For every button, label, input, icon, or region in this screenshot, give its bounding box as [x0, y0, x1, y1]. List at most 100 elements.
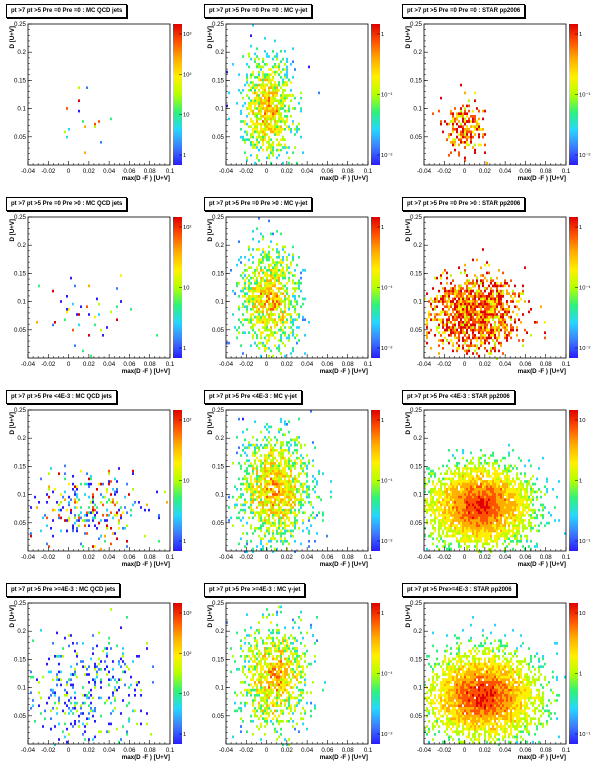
heatmap-cell — [444, 328, 446, 332]
heatmap-cell — [544, 336, 546, 340]
heatmap-cell — [426, 326, 428, 329]
heatmap-cell — [268, 141, 270, 144]
heatmap-cell — [116, 490, 118, 494]
heatmap-cell — [280, 125, 282, 128]
heatmap-cell — [268, 86, 270, 89]
heatmap-cell — [270, 537, 272, 540]
heatmap-cell — [472, 125, 474, 128]
heatmap-cells — [64, 86, 112, 154]
heatmap-cell — [72, 482, 74, 486]
heatmap-cell — [478, 323, 480, 327]
heatmap-cell — [254, 302, 256, 306]
heatmap-cell — [244, 130, 246, 134]
x-tick-label: 0.06 — [321, 168, 334, 175]
heatmap-cell — [470, 138, 472, 141]
heatmap-cell — [52, 519, 54, 522]
heatmap-cell — [490, 282, 492, 285]
heatmap-cell — [278, 141, 280, 144]
heatmap-cell — [294, 68, 296, 71]
heatmap-cell — [282, 323, 284, 327]
heatmap-cell — [474, 334, 476, 337]
heatmap-cell — [266, 428, 268, 431]
heatmap-cell — [452, 112, 454, 115]
heatmap-cell — [286, 115, 288, 118]
heatmap-cell — [286, 120, 288, 123]
heatmap-cell — [292, 76, 294, 79]
heatmap-cell — [258, 122, 260, 126]
heatmap-cell — [266, 282, 268, 285]
heatmap-cell — [146, 503, 148, 507]
heatmap-cell — [260, 354, 262, 358]
heatmap-cell — [284, 305, 286, 308]
heatmap-cell — [266, 326, 268, 329]
heatmap-cell — [256, 545, 258, 548]
heatmap-cell — [272, 271, 274, 275]
heatmap-cell — [504, 308, 506, 311]
heatmap-cell — [232, 524, 234, 527]
heatmap-cell — [428, 313, 430, 316]
heatmap-cell — [244, 295, 246, 298]
heatmap-cell — [302, 297, 304, 301]
heatmap-cell — [250, 276, 252, 280]
heatmap-cell — [466, 339, 468, 342]
heatmap-cell — [298, 503, 300, 507]
heatmap-cell — [482, 313, 484, 316]
heatmap-cell — [296, 282, 298, 285]
heatmap-cell — [270, 128, 272, 131]
heatmap-cell — [472, 109, 474, 113]
heatmap-cell — [264, 256, 266, 259]
heatmap-cell — [238, 318, 240, 321]
heatmap-cell — [280, 326, 282, 329]
heatmap-cell — [254, 341, 256, 345]
heatmap-cell — [284, 73, 286, 76]
heatmap-cell — [264, 37, 266, 40]
heatmap-cell — [486, 310, 488, 314]
heatmap-cell — [486, 302, 488, 306]
plot-title: pt >7 pt >5 Pre =0 Pre >0 : MC QCD jets — [6, 197, 128, 211]
plot-area — [424, 24, 566, 165]
heatmap-cell — [244, 263, 246, 267]
heatmap-cell — [132, 472, 134, 475]
heatmap-cell — [270, 232, 272, 236]
heatmap-cell — [268, 516, 270, 520]
heatmap-cell — [442, 321, 444, 324]
heatmap-cell — [138, 501, 140, 504]
heatmap-cell — [510, 279, 512, 282]
heatmap-cell — [64, 477, 66, 481]
heatmap-cell — [270, 115, 272, 118]
heatmap-cell — [464, 120, 466, 123]
heatmap-cell — [468, 289, 470, 293]
heatmap-cell — [256, 47, 258, 50]
heatmap-cell — [450, 287, 452, 290]
heatmap-cell — [506, 339, 508, 342]
heatmap-cell — [472, 313, 474, 316]
heatmap-cell — [264, 83, 266, 87]
heatmap-cell — [252, 443, 254, 447]
heatmap-cell — [490, 287, 492, 290]
heatmap-cell — [252, 328, 254, 332]
heatmap-cell — [272, 125, 274, 128]
heatmap-cell — [262, 261, 264, 264]
heatmap-cell — [310, 514, 312, 517]
heatmap-cell — [256, 284, 258, 288]
heatmap-cell — [290, 89, 292, 92]
heatmap-cell — [296, 334, 298, 337]
heatmap-cell — [110, 527, 112, 530]
heatmap-cell — [264, 318, 266, 321]
heatmap-cell — [294, 274, 296, 277]
heatmap-cell — [236, 282, 238, 285]
heatmap-cell — [290, 469, 292, 473]
heatmap-cell — [98, 482, 100, 486]
heatmap-cell — [296, 302, 298, 306]
heatmap-cell — [524, 300, 526, 303]
heatmap-cell — [454, 321, 456, 324]
heatmap-cell — [98, 120, 100, 123]
heatmap-cell — [264, 102, 266, 105]
heatmap-cell — [294, 128, 296, 131]
heatmap-cell — [52, 490, 54, 494]
heatmap-cell — [464, 300, 466, 303]
heatmap-cell — [298, 313, 300, 316]
heatmap-cell — [278, 514, 280, 517]
heatmap-cell — [298, 490, 300, 494]
heatmap-cell — [282, 102, 284, 105]
